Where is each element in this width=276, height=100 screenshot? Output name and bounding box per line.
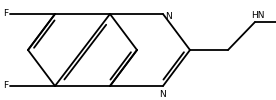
Text: N: N [165, 12, 172, 21]
Text: N: N [160, 90, 166, 99]
Text: H: H [165, 0, 171, 2]
Text: F: F [3, 10, 8, 18]
Text: HN: HN [251, 11, 264, 20]
Text: F: F [3, 82, 8, 90]
